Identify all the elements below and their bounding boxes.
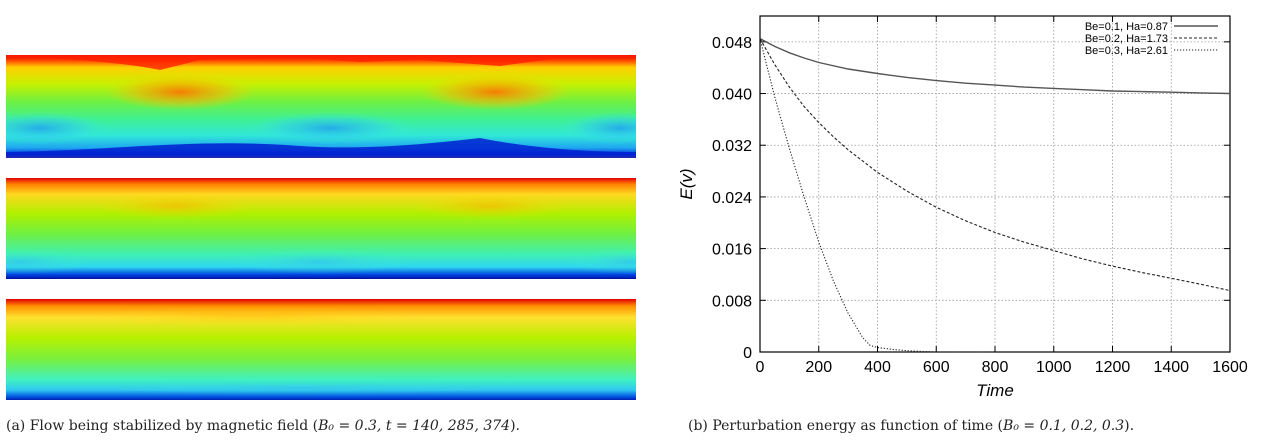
y-tick-label: 0.040 <box>712 87 752 104</box>
caption-panel-a: (a) Flow being stabilized by magnetic fi… <box>6 418 520 434</box>
legend-label: Be=0.1, Ha=0.87 <box>1085 21 1168 33</box>
x-tick-label: 0 <box>756 359 765 376</box>
x-tick-label: 200 <box>805 359 832 376</box>
series-line-3 <box>759 38 995 353</box>
y-axis-label: E(v) <box>677 168 696 199</box>
flow-snapshot-2 <box>6 178 636 279</box>
series-line-1 <box>759 37 1231 95</box>
flow-field-panels <box>6 55 636 400</box>
legend-label: Be=0.3, Ha=2.61 <box>1085 45 1168 57</box>
y-tick-label: 0.048 <box>712 35 752 52</box>
y-tick-label: 0.016 <box>712 242 752 259</box>
x-tick-label: 400 <box>864 359 891 376</box>
x-tick-label: 1600 <box>1212 359 1248 376</box>
y-tick-label: 0.032 <box>712 138 752 155</box>
x-axis-label: Time <box>976 381 1014 400</box>
x-tick-label: 600 <box>923 359 950 376</box>
legend-label: Be=0.2, Ha=1.73 <box>1085 33 1168 45</box>
y-tick-label: 0.024 <box>712 190 752 207</box>
flow-snapshot-3 <box>6 299 636 400</box>
y-tick-label: 0.008 <box>712 293 752 310</box>
y-tick-label: 0 <box>743 345 752 362</box>
energy-chart: 0 200 400 600 800 1000 1200 1400 1600 0 0.008 0.016… <box>677 15 1248 400</box>
caption-panel-b: (b) Perturbation energy as function of t… <box>688 418 1135 434</box>
flow-snapshot-1 <box>6 55 636 158</box>
x-tick-label: 1400 <box>1153 359 1189 376</box>
x-tick-label: 1200 <box>1095 359 1131 376</box>
x-tick-label: 800 <box>982 359 1009 376</box>
x-tick-label: 1000 <box>1036 359 1072 376</box>
